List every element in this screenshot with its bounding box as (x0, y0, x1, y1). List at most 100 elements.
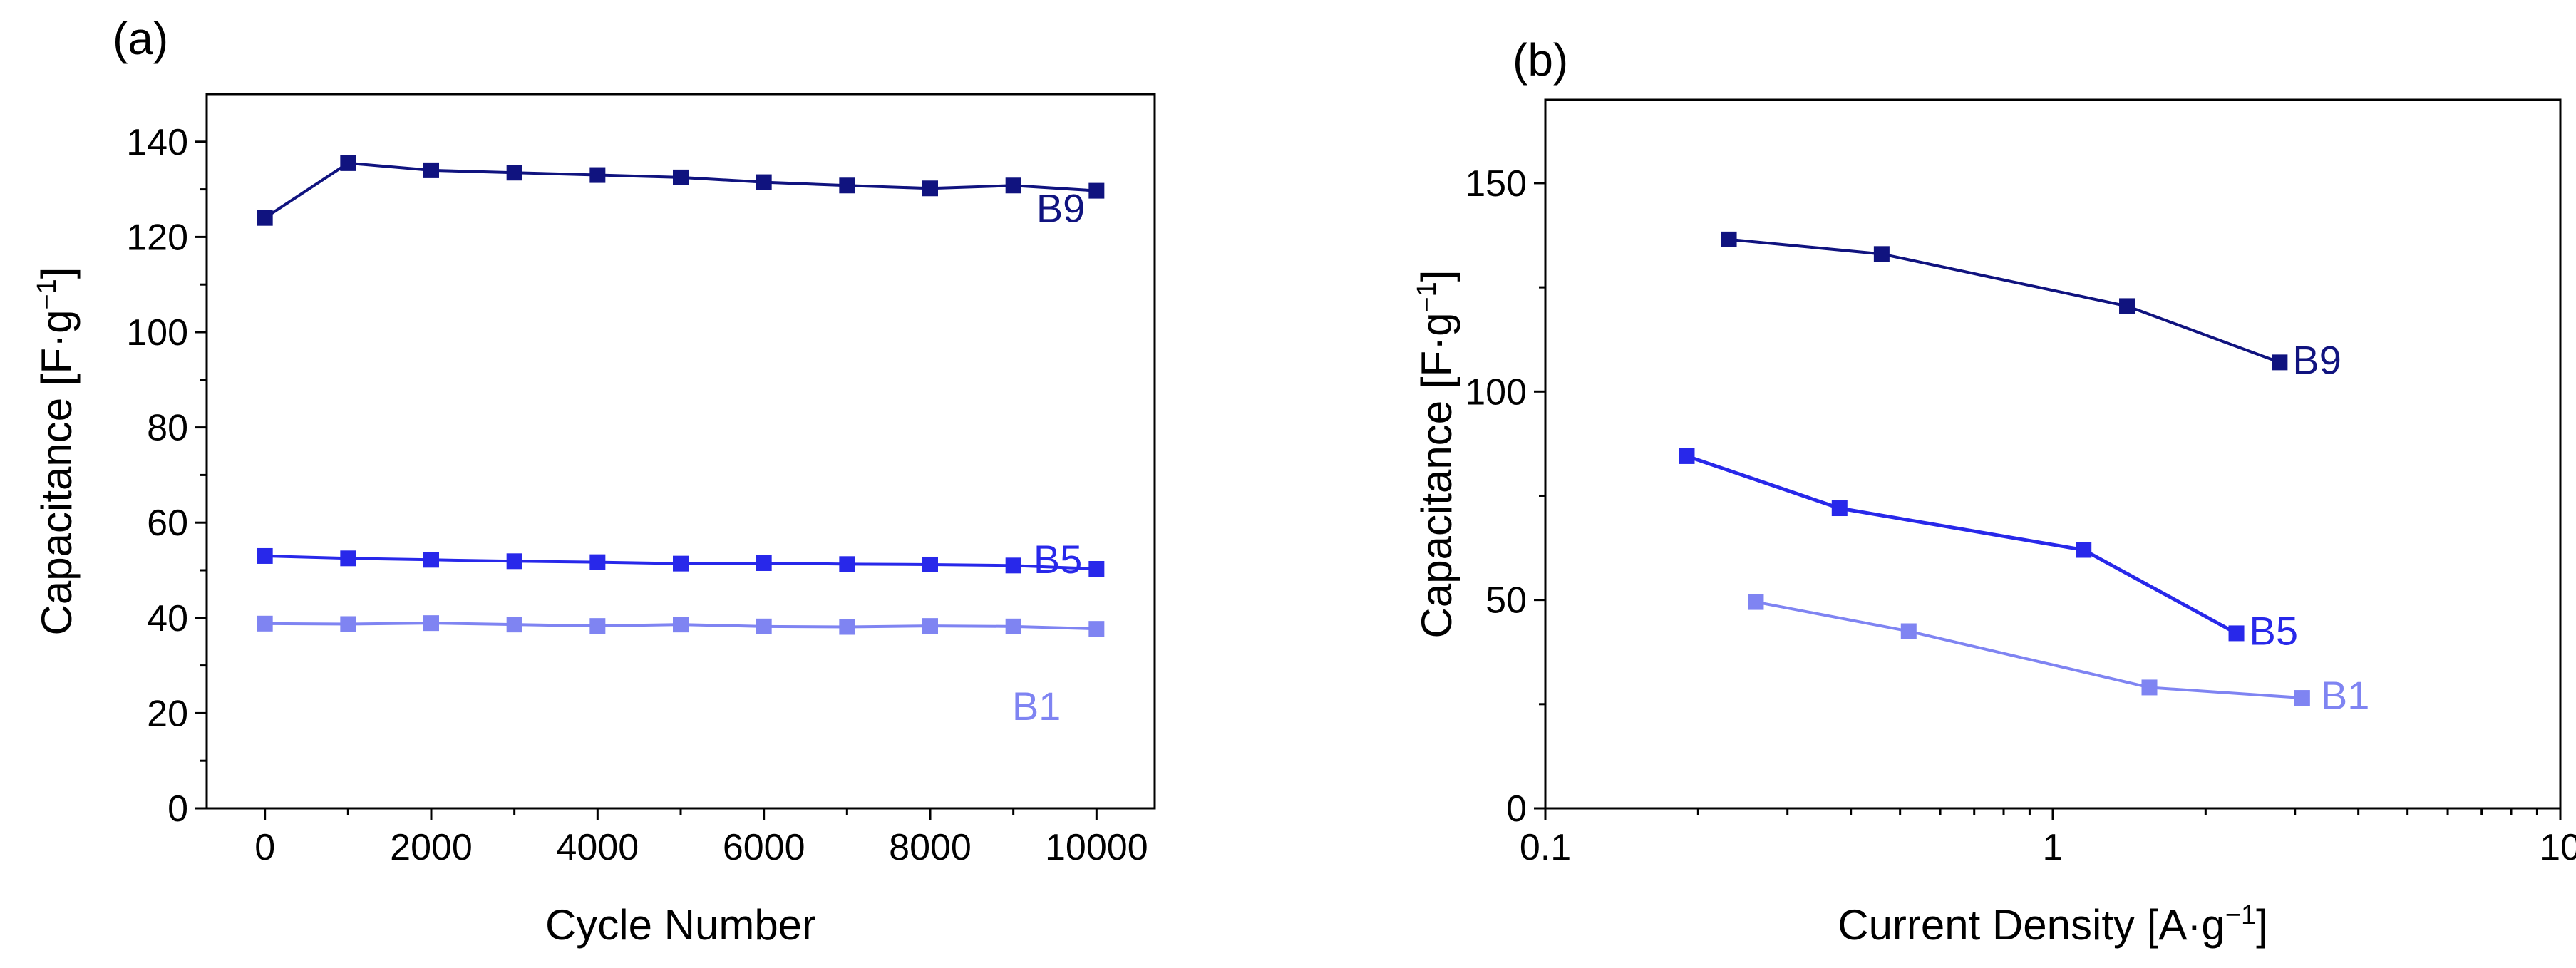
panel-b-data-point (2076, 542, 2092, 558)
panel-b-label: (b) (1513, 34, 1568, 86)
panel-b-series-line (1729, 237, 2281, 364)
panel-a-data-point (839, 556, 855, 572)
panel-b-y-axis-title-end: ] (1413, 270, 1460, 282)
panel-a-data-point (673, 555, 689, 572)
panel-b-data-point (1748, 594, 1764, 610)
panel-b-x-axis-title: Current Density [A·g−1] (1838, 900, 2268, 949)
panel-a-series-label: B9 (1036, 186, 1086, 231)
panel-a-series-b5: B5 (257, 537, 1105, 582)
panel-a-label: (a) (113, 13, 168, 64)
panel-a-y-axis-title-sup: −1 (32, 279, 62, 309)
panel-a-data-point (1088, 621, 1105, 637)
panel-b-x-tick-label: 1 (2043, 827, 2064, 868)
panel-a-data-point (1005, 177, 1021, 194)
panel-b-y-axis-title: Capacitance [F·g−1] (1412, 270, 1460, 639)
panel-a-y-tick-label: 120 (126, 217, 188, 258)
panel-b-x-axis-title-sup: −1 (2225, 900, 2256, 930)
panel-a-data-point (589, 618, 606, 634)
panel-a-y-tick-label: 40 (147, 598, 188, 639)
panel-b-y-axis-title-main: Capacitance [F·g (1413, 313, 1460, 639)
panel-b-data-point (2272, 354, 2288, 371)
panel-a-x-tick-label: 2000 (390, 827, 473, 868)
panel-a-y-tick-label: 140 (126, 122, 188, 163)
panel-b-data-point (1721, 231, 1737, 247)
panel-a-series-b1: B1 (257, 615, 1105, 728)
panel-a-x-tick-label: 0 (254, 827, 275, 868)
panel-b-series-label: B5 (2250, 608, 2299, 653)
panel-b-data-point (2228, 625, 2245, 642)
panel-a-y-tick-label: 60 (147, 503, 188, 544)
panel-a-y-tick-label: 80 (147, 408, 188, 449)
panel-a-data-point (839, 619, 855, 635)
panel-b-series-line (1756, 600, 2302, 700)
panel-a-data-point (756, 555, 772, 571)
panel-a-x-axis-title: Cycle Number (545, 901, 816, 949)
panel-a-data-point (506, 617, 522, 633)
panel-b-x-axis-title-end: ] (2256, 901, 2268, 949)
panel-b-data-point (1831, 500, 1848, 517)
panel-b-x-tick-label: 10 (2540, 827, 2576, 868)
panel-a-data-point (673, 169, 689, 185)
panel-a-data-point (506, 553, 522, 570)
panel-b-series-b5: B5 (1679, 448, 2299, 653)
panel-a-data-point (423, 552, 439, 568)
panel-a-x-tick-label: 4000 (556, 827, 639, 868)
panel-b-data-point (1873, 246, 1890, 262)
panel-a-data-point (1088, 560, 1105, 577)
panel-a-y-axis-title: Capacitance [F·g−1] (32, 267, 81, 636)
panel-a-series-label: B1 (1012, 684, 1061, 728)
panel-a-data-point (257, 615, 273, 632)
panel-a-x-tick-label: 8000 (889, 827, 972, 868)
panel-a-data-point (756, 174, 772, 190)
panel-b-data-point (2141, 679, 2158, 696)
panel-a-data-point (922, 556, 938, 572)
panel-b-series-label: B1 (2321, 673, 2370, 718)
panel-a-data-point (673, 617, 689, 633)
panel-b-data-point (2294, 690, 2310, 706)
panel-b-y-tick-label: 0 (1506, 788, 1527, 830)
panel-a-data-point (922, 618, 938, 634)
panel-b-series-b1: B1 (1748, 594, 2369, 718)
panel-b-data-point (2119, 298, 2135, 314)
panel-b-y-tick-label: 50 (1485, 580, 1527, 622)
panel-a-y-tick-label: 0 (168, 788, 188, 830)
panel-a-x-tick-label: 6000 (723, 827, 805, 868)
panel-b-data-point (1679, 448, 1695, 464)
panel-b-y-tick-label: 100 (1465, 371, 1527, 413)
panel-a-data-point (589, 167, 606, 183)
panel-a-y-axis-title-end: ] (33, 267, 81, 279)
panel-a-data-point (340, 155, 356, 171)
panel-a-data-point (1088, 182, 1105, 199)
panel-a-series-label: B5 (1034, 537, 1083, 582)
panel-a-data-point (589, 554, 606, 570)
panel-a-data-point (756, 618, 772, 634)
panel-b-data-point (1900, 623, 1917, 639)
panel-b-y-tick-label: 150 (1465, 163, 1527, 205)
panel-b-y-axis-title-sup: −1 (1412, 282, 1442, 312)
panel-b-series-label: B9 (2292, 337, 2341, 382)
panel-a-data-point (922, 180, 938, 197)
panel-a-x-tick-label: 10000 (1045, 827, 1148, 868)
panel-b-series-b9: B9 (1721, 231, 2341, 382)
panel-a-data-point (839, 177, 855, 194)
panel-a-data-point (423, 615, 439, 632)
panel-a-data-point (257, 547, 273, 564)
panel-a-y-axis-title-main: Capacitance [F·g (33, 310, 81, 636)
panel-a-data-point (1005, 618, 1021, 634)
panel-a-data-point (423, 162, 439, 178)
panel-b-x-tick-label: 0.1 (1520, 827, 1571, 868)
panel-a-data-point (340, 616, 356, 632)
panel-a-chart: (a) 0 2000 4000 6000 8000 10000 0 20 40 60 80 100 12… (32, 13, 1156, 949)
panel-a-data-point (340, 550, 356, 567)
panel-b-series-line (1686, 454, 2237, 635)
panel-a-y-tick-label: 100 (126, 312, 188, 354)
panel-a-data-point (257, 210, 273, 226)
panel-a-y-tick-label: 20 (147, 693, 188, 734)
panel-a-data-point (506, 165, 522, 181)
panel-a-data-point (1005, 557, 1021, 574)
panel-a-series-b9: B9 (257, 155, 1105, 231)
panel-b-plot-frame (1544, 98, 2562, 810)
panel-b-x-axis-title-main: Current Density [A·g (1838, 901, 2225, 949)
